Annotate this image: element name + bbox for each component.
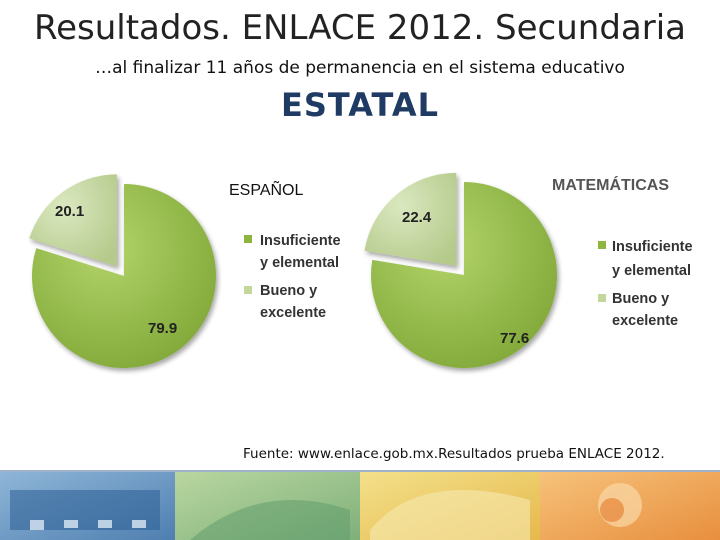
- decorative-footer-banner: [0, 470, 720, 540]
- legend-label-bueno-1: Bueno y: [612, 291, 669, 307]
- legend-label-bueno-2: excelente: [260, 305, 326, 321]
- slide-title: Resultados. ENLACE 2012. Secundaria: [33, 8, 687, 48]
- pie-slice-insuficiente: [371, 182, 558, 368]
- legend-swatch-insuficiente: [244, 235, 252, 243]
- pie-slice-bueno: [364, 172, 457, 266]
- legend-label-insuficiente-2: y elemental: [612, 263, 691, 279]
- chart-title: ESPAÑOL: [229, 179, 304, 199]
- slice-label-bueno: 22.4: [402, 209, 432, 226]
- pie-slice-bueno: [29, 174, 117, 267]
- slide-heading: ESTATAL: [280, 86, 440, 124]
- chart-espanol: 20.1 79.9 ESPAÑOL Insuficiente y element…: [29, 174, 341, 368]
- legend-label-bueno-2: excelente: [612, 313, 678, 329]
- legend-label-bueno-1: Bueno y: [260, 283, 317, 299]
- source-note: Fuente: www.enlace.gob.mx.Resultados pru…: [243, 446, 665, 462]
- legend-label-insuficiente-2: y elemental: [260, 255, 339, 271]
- slice-label-bueno: 20.1: [55, 203, 84, 220]
- chart-title: MATEMÁTICAS: [552, 175, 669, 194]
- legend-label-insuficiente-1: Insuficiente: [260, 233, 341, 249]
- legend-swatch-bueno: [598, 294, 606, 302]
- slide-subtitle: …al finalizar 11 años de permanencia en …: [95, 58, 625, 78]
- pie-charts: 20.1 79.9 ESPAÑOL Insuficiente y element…: [29, 172, 693, 368]
- slice-label-insuficiente: 79.9: [148, 320, 177, 337]
- pie-slice-insuficiente: [31, 184, 216, 368]
- chart-matematicas: 22.4 77.6 MATEMÁTICAS Insuficiente y ele…: [364, 172, 693, 368]
- legend-swatch-bueno: [244, 286, 252, 294]
- slice-label-insuficiente: 77.6: [500, 330, 529, 347]
- legend-label-insuficiente-1: Insuficiente: [612, 239, 693, 255]
- legend-swatch-insuficiente: [598, 241, 606, 249]
